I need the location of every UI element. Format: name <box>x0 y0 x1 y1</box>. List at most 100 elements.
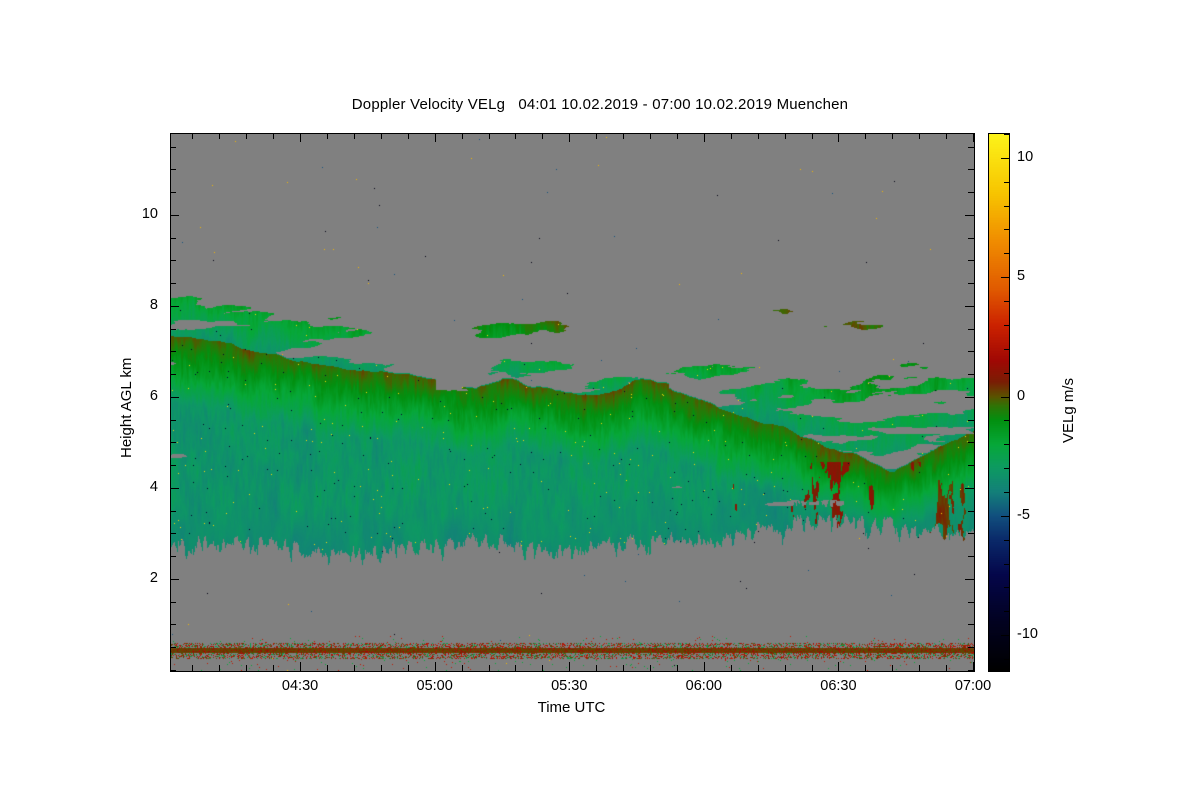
x-major-tick-top <box>435 133 436 142</box>
x-minor-tick <box>758 665 759 671</box>
y-minor-tick-right <box>968 169 974 170</box>
y-minor-tick <box>170 169 176 170</box>
x-tick-label: 06:30 <box>820 678 857 694</box>
x-minor-tick <box>919 665 920 671</box>
colorbar-gradient <box>989 134 1009 671</box>
y-major-tick <box>170 579 179 580</box>
x-minor-tick-top <box>381 133 382 139</box>
x-major-tick <box>973 662 974 671</box>
y-minor-tick-right <box>968 238 974 239</box>
x-minor-tick-top <box>273 133 274 139</box>
x-minor-tick-top <box>650 133 651 139</box>
y-major-tick-right <box>965 488 974 489</box>
y-minor-tick-right <box>968 147 974 148</box>
colorbar-minor-tick <box>1004 611 1009 612</box>
x-minor-tick-top <box>677 133 678 139</box>
y-minor-tick-right <box>968 260 974 261</box>
y-minor-tick <box>170 602 176 603</box>
x-minor-tick-top <box>785 133 786 139</box>
y-major-tick-right <box>965 306 974 307</box>
y-axis-title: Height AGL km <box>118 357 135 458</box>
x-minor-tick-top <box>812 133 813 139</box>
colorbar-minor-tick <box>1004 420 1009 421</box>
colorbar-minor-tick <box>1004 253 1009 254</box>
x-major-tick-top <box>973 133 974 142</box>
y-minor-tick <box>170 556 176 557</box>
y-minor-tick <box>170 624 176 625</box>
x-minor-tick-top <box>892 133 893 139</box>
y-minor-tick-right <box>968 465 974 466</box>
colorbar-minor-tick <box>1004 468 1009 469</box>
y-major-tick <box>170 488 179 489</box>
x-minor-tick <box>623 665 624 671</box>
y-minor-tick <box>170 192 176 193</box>
y-major-tick <box>170 215 179 216</box>
x-minor-tick-top <box>623 133 624 139</box>
plot-area[interactable] <box>170 133 975 672</box>
colorbar-minor-tick <box>1004 444 1009 445</box>
y-minor-tick-right <box>968 420 974 421</box>
colorbar-minor-tick <box>1004 301 1009 302</box>
x-minor-tick <box>650 665 651 671</box>
x-minor-tick-top <box>515 133 516 139</box>
y-minor-tick <box>170 351 176 352</box>
x-major-tick <box>569 662 570 671</box>
colorbar-tick-label: 10 <box>1017 148 1034 165</box>
x-minor-tick-top <box>408 133 409 139</box>
x-minor-tick <box>596 665 597 671</box>
x-major-tick <box>300 662 301 671</box>
colorbar-minor-tick <box>1004 182 1009 183</box>
x-minor-tick <box>515 665 516 671</box>
x-minor-tick <box>489 665 490 671</box>
x-major-tick-top <box>704 133 705 142</box>
colorbar-minor-tick <box>1004 492 1009 493</box>
y-major-tick <box>170 306 179 307</box>
y-tick-label: 4 <box>149 478 158 495</box>
x-minor-tick-top <box>462 133 463 139</box>
y-minor-tick <box>170 283 176 284</box>
y-minor-tick-right <box>968 533 974 534</box>
x-minor-tick <box>219 665 220 671</box>
colorbar-major-tick <box>1001 158 1009 159</box>
x-tick-label: 06:00 <box>685 678 722 694</box>
x-tick-label: 05:00 <box>416 678 453 694</box>
y-minor-tick <box>170 329 176 330</box>
colorbar-minor-tick <box>1004 325 1009 326</box>
colorbar-tick-label: -10 <box>1017 626 1038 643</box>
y-minor-tick <box>170 670 176 671</box>
x-tick-label: 07:00 <box>954 678 992 694</box>
x-minor-tick <box>381 665 382 671</box>
x-major-tick <box>435 662 436 671</box>
colorbar-minor-tick <box>1004 659 1009 660</box>
y-minor-tick-right <box>968 556 974 557</box>
colorbar-major-tick <box>1001 635 1009 636</box>
y-minor-tick <box>170 420 176 421</box>
y-minor-tick-right <box>968 602 974 603</box>
x-minor-tick <box>731 665 732 671</box>
x-major-tick <box>704 662 705 671</box>
colorbar-minor-tick <box>1004 587 1009 588</box>
x-tick-label: 05:30 <box>551 678 588 694</box>
colorbar-minor-tick <box>1004 540 1009 541</box>
x-minor-tick <box>354 665 355 671</box>
x-minor-tick-top <box>489 133 490 139</box>
x-major-tick-top <box>569 133 570 142</box>
x-minor-tick <box>946 665 947 671</box>
colorbar-minor-tick <box>1004 134 1009 135</box>
y-minor-tick-right <box>968 442 974 443</box>
y-minor-tick-right <box>968 192 974 193</box>
x-minor-tick-top <box>596 133 597 139</box>
y-tick-label: 8 <box>149 296 158 313</box>
y-tick-label: 10 <box>141 205 158 222</box>
x-minor-tick <box>542 665 543 671</box>
x-minor-tick-top <box>192 133 193 139</box>
x-minor-tick-top <box>327 133 328 139</box>
y-major-tick-right <box>965 397 974 398</box>
colorbar-minor-tick <box>1004 373 1009 374</box>
x-major-tick <box>838 662 839 671</box>
colorbar-tick-label: 5 <box>1017 268 1026 285</box>
x-minor-tick-top <box>731 133 732 139</box>
y-tick-label: 2 <box>149 569 158 586</box>
x-minor-tick <box>246 665 247 671</box>
